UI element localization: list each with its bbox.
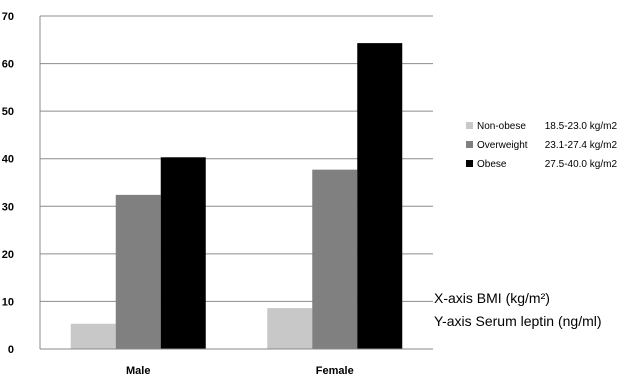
y-tick-label: 40: [2, 154, 14, 166]
bar-non-obese-male: [70, 323, 116, 349]
legend: Non-obese 18.5-23.0 kg/m2 Overweight 23.1-2…: [466, 121, 617, 170]
legend-swatch: [466, 141, 473, 148]
x-axis-note: X-axis BMI (kg/m²): [434, 290, 550, 306]
legend-label: Non-obese: [477, 121, 526, 132]
bar-overweight-male: [115, 194, 161, 349]
bar-non-obese-female: [267, 308, 313, 349]
legend-label: Obese: [477, 159, 507, 170]
y-tick-label: 60: [2, 59, 14, 71]
y-tick-label: 30: [2, 201, 14, 213]
y-axis-note: Y-axis Serum leptin (ng/ml): [434, 313, 602, 329]
bar-overweight-female: [312, 169, 358, 349]
y-tick-label: 10: [2, 296, 14, 308]
y-tick-label: 50: [2, 106, 14, 118]
bar-obese-female: [357, 43, 403, 349]
gridlines: [40, 15, 433, 302]
x-axis-categories: Male Female: [126, 365, 354, 377]
bar-series: [70, 43, 403, 349]
legend-swatch: [466, 122, 473, 129]
y-tick-label: 20: [2, 249, 14, 261]
x-category-label: Male: [126, 365, 150, 377]
y-tick-label: 70: [2, 11, 14, 23]
legend-swatch: [466, 160, 473, 167]
legend-label: Overweight: [477, 140, 528, 151]
legend-range: 27.5-40.0 kg/m2: [545, 159, 618, 170]
bar-obese-male: [160, 157, 206, 349]
y-tick-label: 0: [8, 344, 14, 356]
axis-annotations: X-axis BMI (kg/m²) Y-axis Serum leptin (n…: [434, 290, 602, 329]
legend-range: 18.5-23.0 kg/m2: [545, 121, 618, 132]
legend-range: 23.1-27.4 kg/m2: [545, 140, 618, 151]
y-axis-ticks: 0 10 20 30 40 50 60 70: [2, 11, 14, 356]
x-category-label: Female: [316, 365, 354, 377]
